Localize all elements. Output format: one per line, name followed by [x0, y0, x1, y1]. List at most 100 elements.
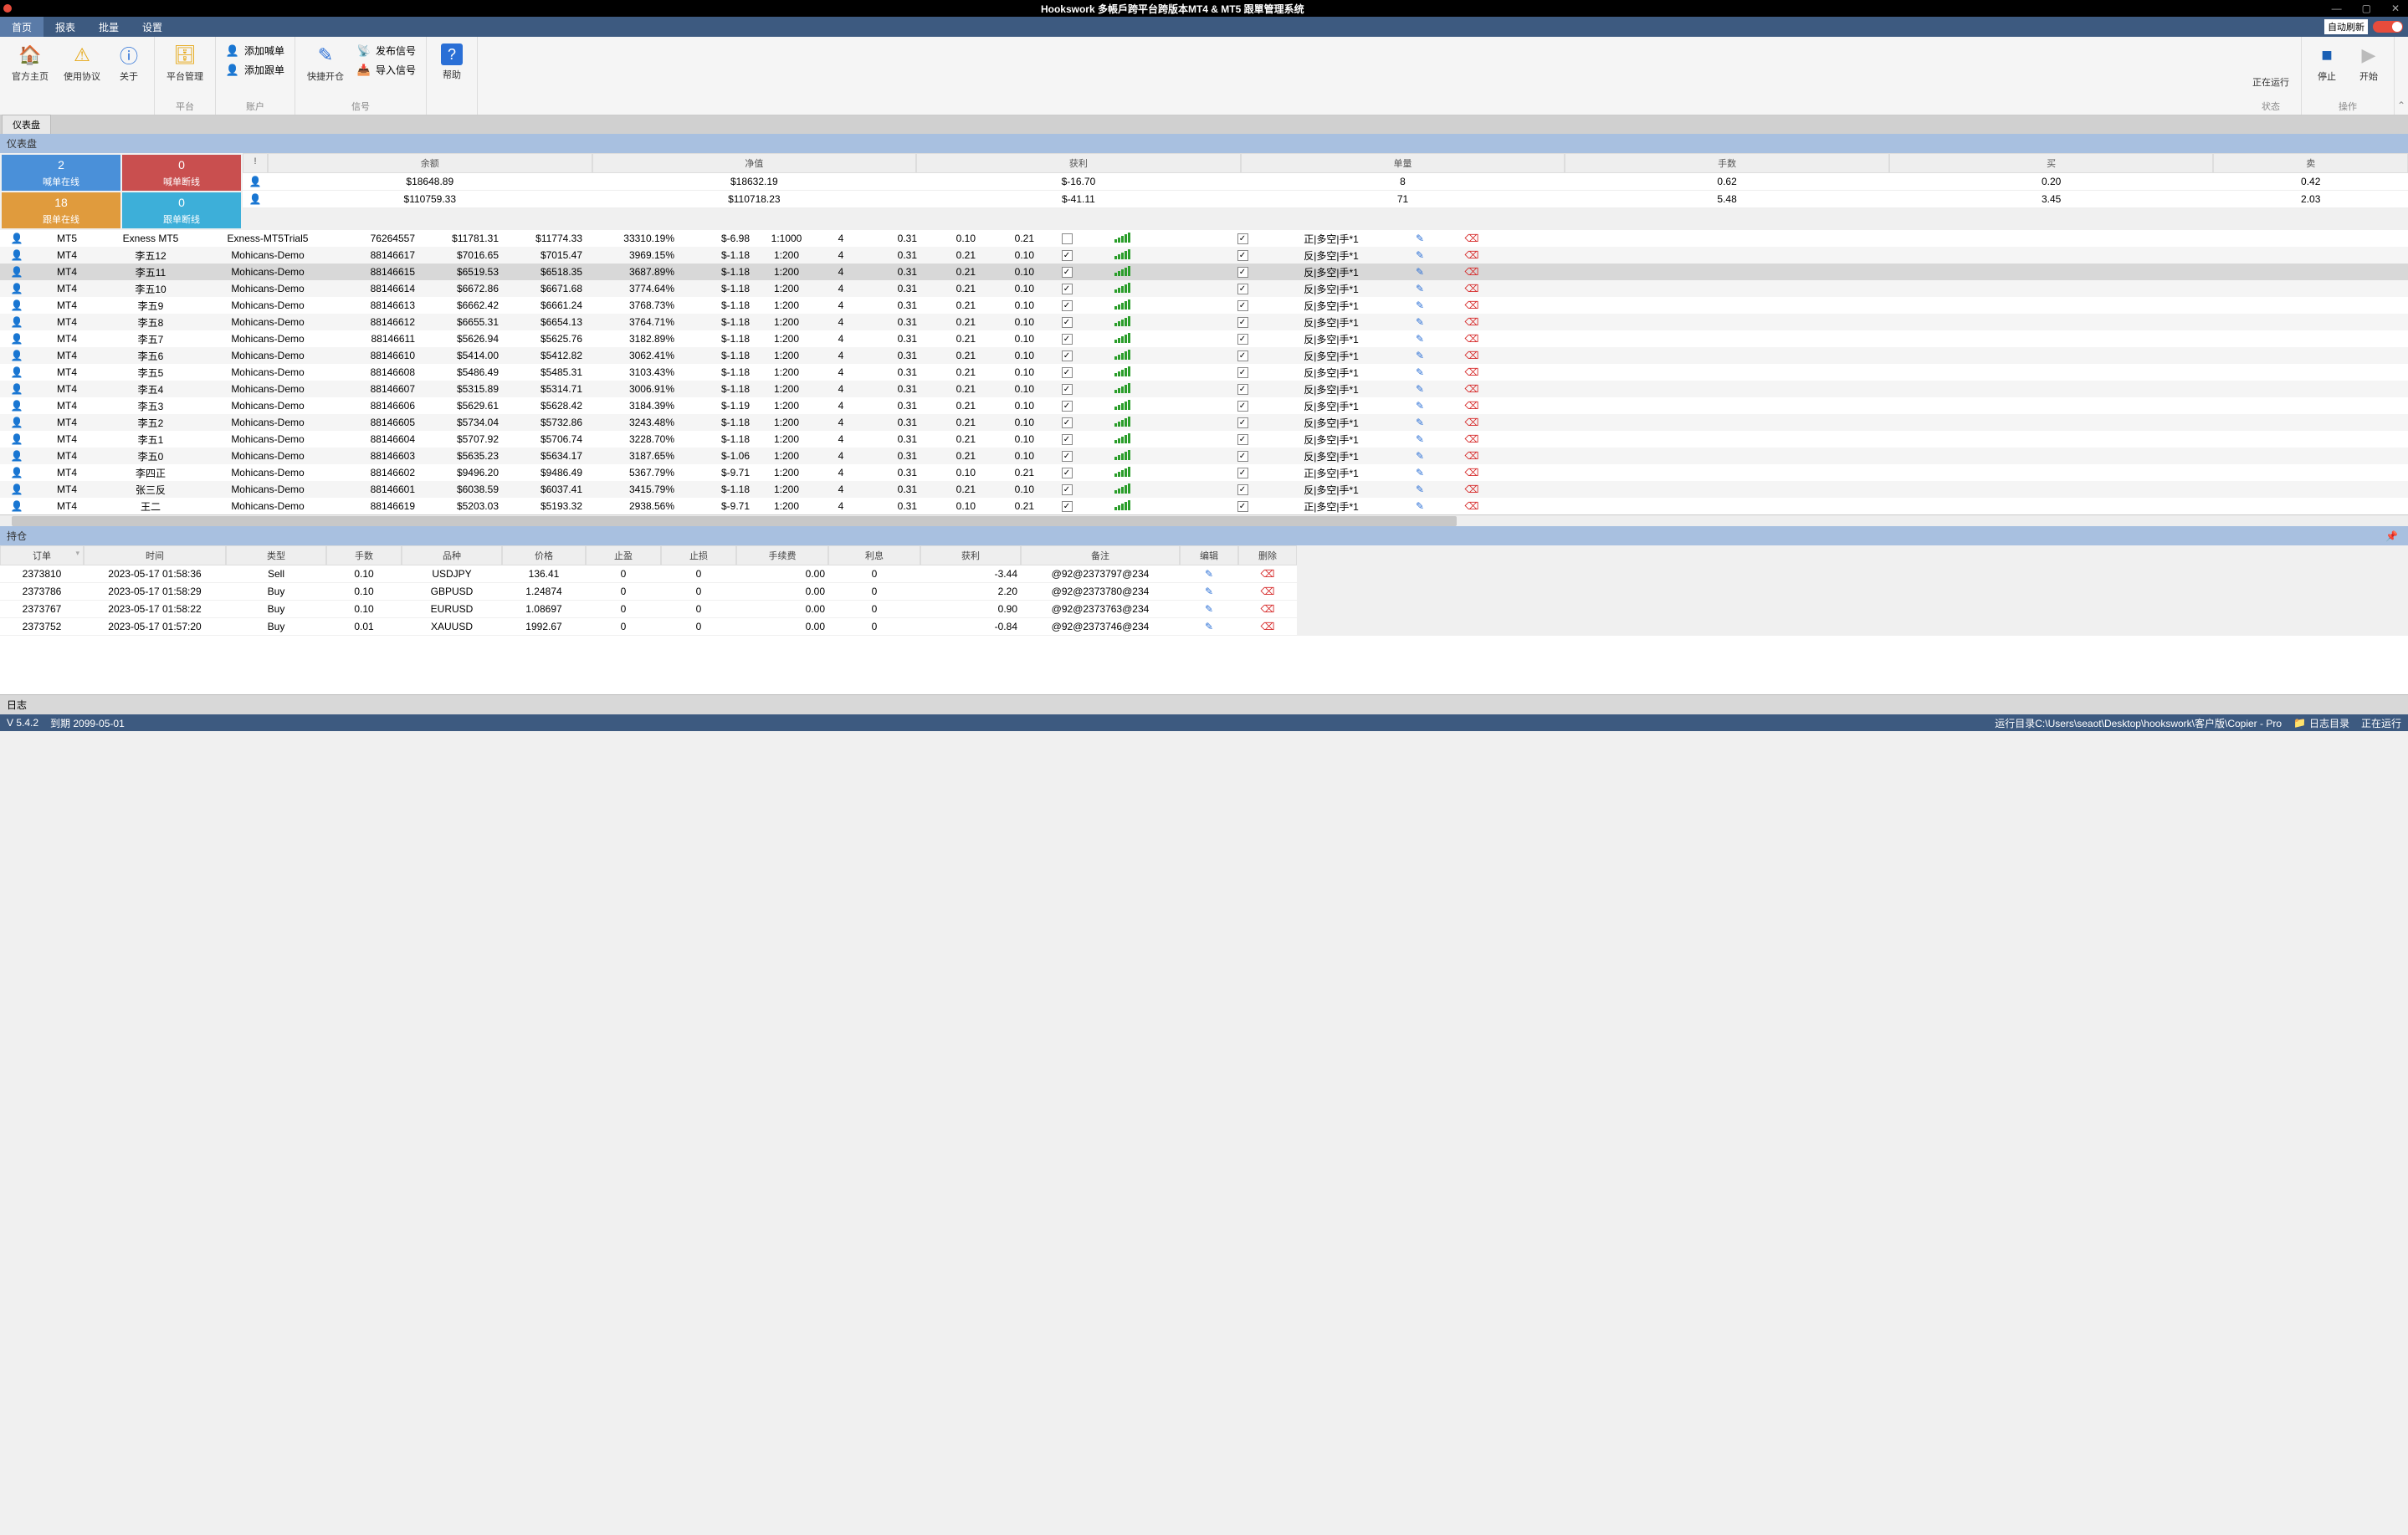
platmgr-button[interactable]: 🗄平台管理 [161, 40, 208, 86]
posh-swap[interactable]: 利息 [828, 545, 920, 565]
acct-chk1[interactable]: ✓ [1037, 417, 1096, 428]
acct-chk2[interactable]: ✓ [1217, 366, 1268, 378]
posh-lots[interactable]: 手数 [326, 545, 402, 565]
acct-chk1[interactable]: ✓ [1037, 266, 1096, 278]
delete-icon[interactable]: ⌫ [1446, 400, 1498, 412]
acct-chk1[interactable]: ✓ [1037, 333, 1096, 345]
edit-icon[interactable]: ✎ [1394, 249, 1446, 261]
delete-icon[interactable]: ⌫ [1238, 565, 1297, 583]
agree-button[interactable]: ⚠使用协议 [59, 40, 105, 86]
edit-icon[interactable]: ✎ [1394, 467, 1446, 478]
panel-pin-icon[interactable]: 📌 [2382, 530, 2401, 542]
delete-icon[interactable]: ⌫ [1446, 383, 1498, 395]
delete-icon[interactable]: ⌫ [1446, 366, 1498, 378]
account-row[interactable]: 👤 MT4 王二 Mohicans-Demo 88146619 $5203.03… [0, 498, 2408, 514]
delete-icon[interactable]: ⌫ [1238, 618, 1297, 636]
delete-icon[interactable]: ⌫ [1446, 467, 1498, 478]
account-row[interactable]: 👤 MT4 李五7 Mohicans-Demo 88146611 $5626.9… [0, 330, 2408, 347]
position-row[interactable]: 2373810 2023-05-17 01:58:36 Sell 0.10 US… [0, 565, 2408, 583]
posh-edit[interactable]: 编辑 [1180, 545, 1238, 565]
edit-icon[interactable]: ✎ [1394, 350, 1446, 361]
delete-icon[interactable]: ⌫ [1446, 484, 1498, 495]
delete-icon[interactable]: ⌫ [1446, 333, 1498, 345]
h-scrollbar[interactable] [0, 514, 2408, 526]
acct-chk1[interactable]: ✓ [1037, 383, 1096, 395]
acct-chk2[interactable]: ✓ [1217, 383, 1268, 395]
edit-icon[interactable]: ✎ [1180, 583, 1238, 601]
account-row[interactable]: 👤 MT4 李五11 Mohicans-Demo 88146615 $6519.… [0, 264, 2408, 280]
addfollow-button[interactable]: 👤添加跟单 [223, 61, 288, 79]
acct-chk2[interactable]: ✓ [1217, 417, 1268, 428]
edit-icon[interactable]: ✎ [1394, 233, 1446, 244]
acct-chk2[interactable]: ✓ [1217, 249, 1268, 261]
edit-icon[interactable]: ✎ [1394, 433, 1446, 445]
account-row[interactable]: 👤 MT4 李四正 Mohicans-Demo 88146602 $9496.2… [0, 464, 2408, 481]
account-row[interactable]: 👤 MT4 李五1 Mohicans-Demo 88146604 $5707.9… [0, 431, 2408, 448]
account-row[interactable]: 👤 MT4 李五3 Mohicans-Demo 88146606 $5629.6… [0, 397, 2408, 414]
acct-chk2[interactable]: ✓ [1217, 299, 1268, 311]
impsig-button[interactable]: 📥导入信号 [354, 61, 419, 79]
delete-icon[interactable]: ⌫ [1446, 233, 1498, 244]
acct-chk2[interactable]: ✓ [1217, 283, 1268, 294]
acct-chk2[interactable]: ✓ [1217, 316, 1268, 328]
acct-chk1[interactable]: ✓ [1037, 249, 1096, 261]
about-button[interactable]: ⓘ关于 [110, 40, 147, 86]
posh-fee[interactable]: 手续费 [736, 545, 828, 565]
edit-icon[interactable]: ✎ [1394, 333, 1446, 345]
account-row[interactable]: 👤 MT5 Exness MT5 Exness-MT5Trial5 762645… [0, 230, 2408, 247]
acct-chk2[interactable]: ✓ [1217, 400, 1268, 412]
edit-icon[interactable]: ✎ [1394, 316, 1446, 328]
acct-chk1[interactable]: ✓ [1037, 400, 1096, 412]
edit-icon[interactable]: ✎ [1394, 366, 1446, 378]
log-bar[interactable]: 日志 [0, 694, 2408, 714]
delete-icon[interactable]: ⌫ [1446, 283, 1498, 294]
delete-icon[interactable]: ⌫ [1238, 601, 1297, 618]
quickopen-button[interactable]: ✎快捷开仓 [302, 40, 349, 86]
close-button[interactable]: ✕ [2386, 3, 2405, 14]
edit-icon[interactable]: ✎ [1394, 383, 1446, 395]
delete-icon[interactable]: ⌫ [1446, 299, 1498, 311]
delete-icon[interactable]: ⌫ [1446, 316, 1498, 328]
edit-icon[interactable]: ✎ [1394, 484, 1446, 495]
acct-chk1[interactable]: ✓ [1037, 450, 1096, 462]
menu-batch[interactable]: 批量 [87, 17, 131, 37]
edit-icon[interactable]: ✎ [1394, 266, 1446, 278]
acct-chk1[interactable]: ✓ [1037, 467, 1096, 478]
posh-symbol[interactable]: 品种 [402, 545, 502, 565]
acct-chk1[interactable]: ✓ [1037, 500, 1096, 512]
delete-icon[interactable]: ⌫ [1446, 417, 1498, 428]
start-button[interactable]: ▶开始 [2350, 40, 2387, 86]
help-button[interactable]: ?帮助 [433, 40, 470, 84]
account-row[interactable]: 👤 MT4 李五2 Mohicans-Demo 88146605 $5734.0… [0, 414, 2408, 431]
edit-icon[interactable]: ✎ [1180, 565, 1238, 583]
tile-master-offline[interactable]: 0喊单断线 [122, 155, 241, 191]
menu-settings[interactable]: 设置 [131, 17, 174, 37]
edit-icon[interactable]: ✎ [1180, 618, 1238, 636]
autorefresh-toggle[interactable] [2373, 21, 2403, 33]
maximize-button[interactable]: ▢ [2357, 3, 2376, 14]
ribbon-collapse[interactable]: ⌃ [2395, 37, 2408, 115]
menu-report[interactable]: 报表 [44, 17, 87, 37]
account-row[interactable]: 👤 MT4 李五10 Mohicans-Demo 88146614 $6672.… [0, 280, 2408, 297]
acct-chk1[interactable]: ✓ [1037, 350, 1096, 361]
pubsig-button[interactable]: 📡发布信号 [354, 42, 419, 59]
account-row[interactable]: 👤 MT4 李五12 Mohicans-Demo 88146617 $7016.… [0, 247, 2408, 264]
position-row[interactable]: 2373752 2023-05-17 01:57:20 Buy 0.01 XAU… [0, 618, 2408, 636]
posh-delete[interactable]: 删除 [1238, 545, 1297, 565]
acct-chk1[interactable]: ✓ [1037, 299, 1096, 311]
posh-tp[interactable]: 止盈 [586, 545, 661, 565]
delete-icon[interactable]: ⌫ [1446, 249, 1498, 261]
edit-icon[interactable]: ✎ [1394, 417, 1446, 428]
edit-icon[interactable]: ✎ [1394, 283, 1446, 294]
acct-chk1[interactable]: ✓ [1037, 484, 1096, 495]
acct-chk1[interactable] [1037, 233, 1096, 244]
acct-chk2[interactable]: ✓ [1217, 433, 1268, 445]
status-logdir[interactable]: 📁日志目录 [2293, 716, 2349, 730]
acct-chk2[interactable]: ✓ [1217, 450, 1268, 462]
account-row[interactable]: 👤 MT4 李五0 Mohicans-Demo 88146603 $5635.2… [0, 448, 2408, 464]
delete-icon[interactable]: ⌫ [1446, 433, 1498, 445]
tile-follow-offline[interactable]: 0跟单断线 [122, 192, 241, 228]
edit-icon[interactable]: ✎ [1394, 400, 1446, 412]
posh-sl[interactable]: 止损 [661, 545, 736, 565]
account-row[interactable]: 👤 MT4 李五6 Mohicans-Demo 88146610 $5414.0… [0, 347, 2408, 364]
